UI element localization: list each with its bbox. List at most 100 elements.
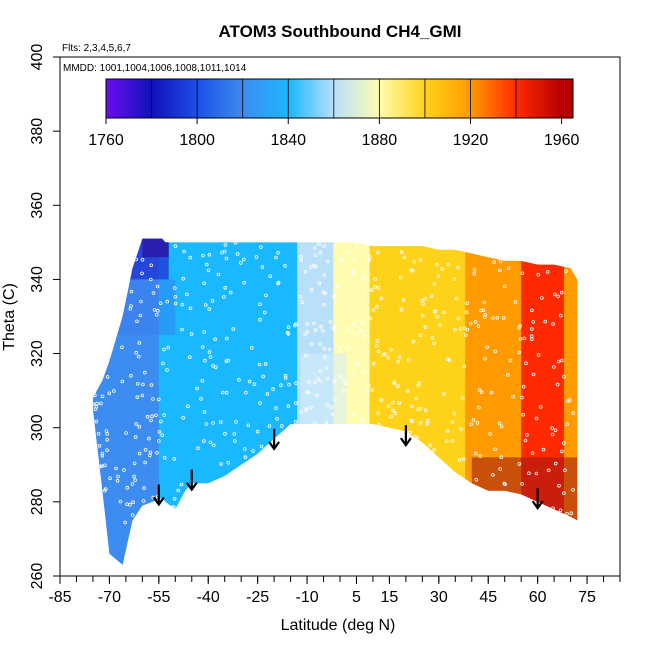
sample-point xyxy=(350,268,355,273)
field-strip xyxy=(158,238,163,565)
sample-point xyxy=(493,349,498,354)
sample-point xyxy=(188,255,193,260)
sample-point xyxy=(259,245,263,249)
field-strip xyxy=(201,238,206,565)
sample-point xyxy=(474,477,479,482)
sample-point xyxy=(428,443,432,448)
field-strip xyxy=(139,238,143,565)
sample-point xyxy=(292,323,297,328)
field-strip xyxy=(129,238,134,565)
sample-point xyxy=(447,358,452,362)
sample-point xyxy=(391,408,395,413)
sample-point xyxy=(143,460,147,465)
field-strip xyxy=(168,238,173,565)
sample-point xyxy=(391,400,395,405)
sample-point xyxy=(323,291,328,296)
sample-point xyxy=(492,260,497,264)
sample-point xyxy=(172,457,177,461)
sample-point xyxy=(389,414,393,419)
y-tick-label: 340 xyxy=(29,266,46,293)
sample-point xyxy=(462,326,467,331)
sample-point xyxy=(399,250,404,254)
sample-point xyxy=(440,267,445,271)
sample-point xyxy=(211,421,215,425)
colorbar-tick-label: 1920 xyxy=(453,132,489,149)
sample-point xyxy=(145,414,150,419)
sample-point xyxy=(163,455,167,460)
sample-point xyxy=(155,284,160,289)
sample-point xyxy=(551,322,555,326)
sample-point xyxy=(409,268,414,272)
sample-point xyxy=(243,455,248,460)
sample-point xyxy=(555,382,560,387)
sample-point xyxy=(305,390,309,394)
flight-arrow xyxy=(152,484,165,507)
sample-point xyxy=(355,362,360,366)
sample-point xyxy=(497,268,502,273)
colorbar-segment xyxy=(288,79,335,118)
sample-point xyxy=(341,388,346,392)
sample-point xyxy=(143,370,147,375)
sample-point xyxy=(458,327,463,331)
field-strip xyxy=(396,238,400,565)
sample-point xyxy=(438,323,442,327)
field-strip xyxy=(382,238,387,565)
sample-point xyxy=(203,358,207,363)
sample-point xyxy=(498,467,503,471)
sample-point xyxy=(362,334,367,339)
sample-point xyxy=(299,258,304,263)
sample-point xyxy=(559,290,564,295)
sample-point xyxy=(550,432,555,437)
sample-point xyxy=(360,319,365,324)
sample-point xyxy=(389,347,393,352)
sample-point xyxy=(531,372,536,377)
sample-point xyxy=(157,429,162,434)
field-strip xyxy=(195,238,199,565)
sample-point xyxy=(161,361,165,366)
field-strip xyxy=(442,238,447,565)
colorbar: 1760 1800 1840 1880 1920 1960 xyxy=(88,78,580,149)
sample-point xyxy=(128,502,132,507)
sample-point xyxy=(271,387,275,391)
sample-point xyxy=(176,488,181,493)
sample-point xyxy=(132,461,137,466)
sample-point xyxy=(226,460,231,465)
sample-point xyxy=(521,384,526,389)
field-strip xyxy=(376,238,381,565)
sample-point xyxy=(418,258,423,262)
colorbar-segment xyxy=(561,79,574,118)
sample-point xyxy=(521,412,525,417)
sample-point xyxy=(517,350,522,355)
sample-point xyxy=(319,379,323,383)
sample-point xyxy=(461,457,466,461)
field-strip xyxy=(478,238,483,565)
sample-point xyxy=(432,448,436,452)
sample-point xyxy=(149,418,153,423)
flight-arrow xyxy=(185,469,198,492)
sample-point xyxy=(304,408,308,413)
sample-point xyxy=(232,432,237,436)
sample-point xyxy=(453,327,457,332)
sample-point xyxy=(206,268,211,273)
sample-point xyxy=(308,265,313,269)
sample-point xyxy=(370,388,375,392)
y-tick-label: 400 xyxy=(29,44,46,71)
sample-point xyxy=(195,386,199,391)
sample-point xyxy=(327,347,332,352)
sample-point xyxy=(465,301,470,306)
sample-point xyxy=(452,411,457,416)
sample-point xyxy=(497,421,502,426)
sample-point xyxy=(151,291,156,295)
field-strip xyxy=(185,238,190,565)
field-strip xyxy=(547,238,552,565)
sample-point xyxy=(417,381,422,385)
field-strip xyxy=(491,238,496,565)
sample-point xyxy=(425,418,430,423)
sample-point xyxy=(392,380,397,385)
sample-point xyxy=(373,285,378,289)
sample-point xyxy=(513,300,518,304)
field-strip xyxy=(557,238,562,565)
sample-point xyxy=(97,443,102,448)
sample-point xyxy=(303,332,308,336)
